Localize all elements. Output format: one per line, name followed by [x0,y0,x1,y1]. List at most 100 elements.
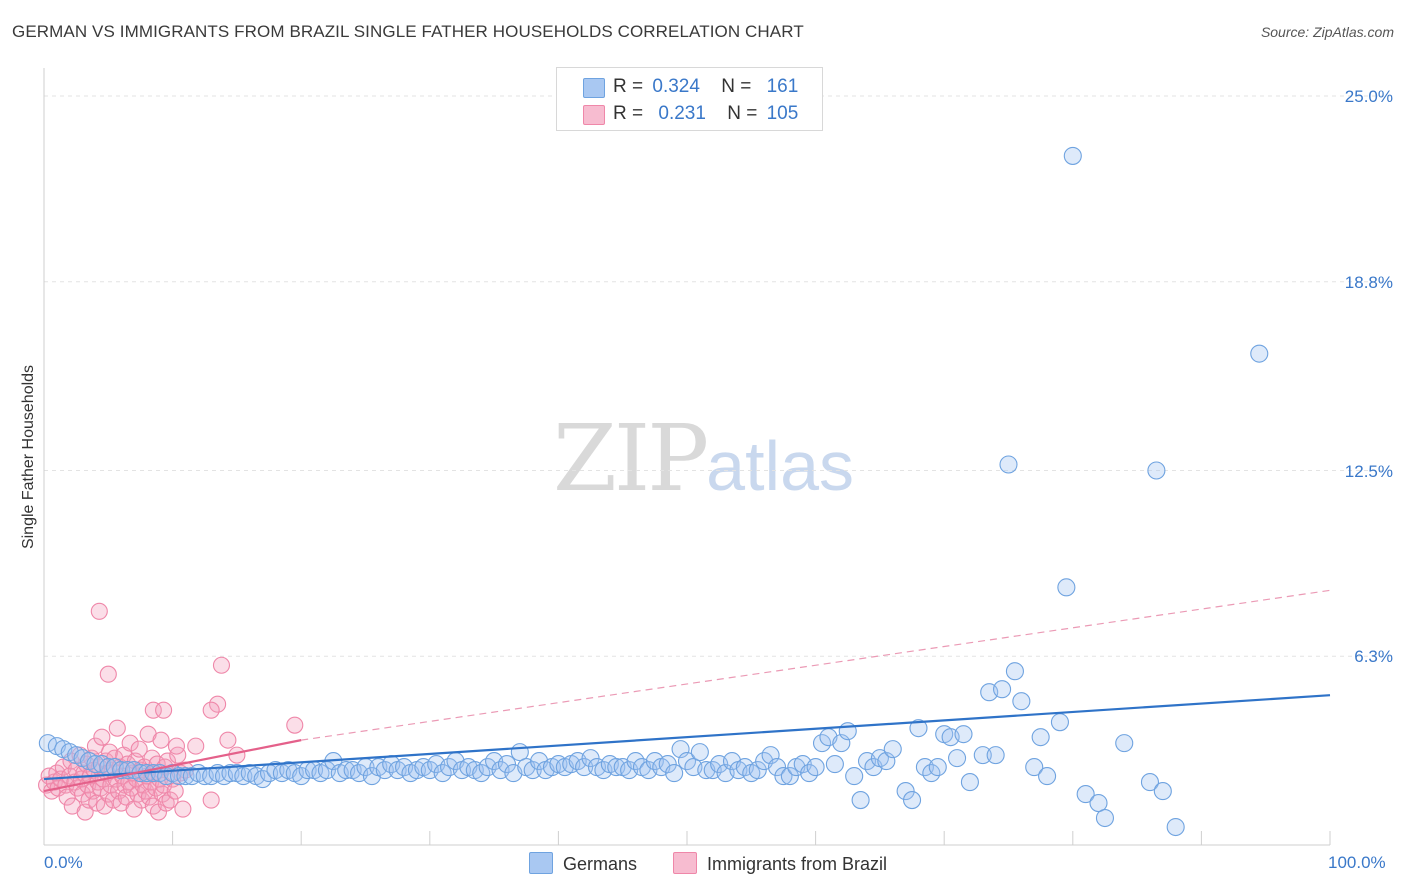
legend-n-value: 161 [766,76,799,97]
data-point-brazil [130,740,148,758]
data-point-germans [1140,773,1160,792]
legend-r-label: R = [613,103,644,124]
data-point-germans [658,755,677,774]
legend-r-value: 0.231 [658,103,706,124]
data-point-brazil [167,737,186,755]
data-point-brazil [219,731,237,749]
data-point-germans [774,767,793,786]
data-point-brazil [108,719,126,737]
trend-line-brazil-extrapolated [301,589,1331,741]
data-point-germans [1063,146,1082,165]
axes [43,68,1331,846]
data-point-germans [1147,461,1166,480]
legend-n-label: N = [721,76,752,97]
y-tick-label: 18.8% [1344,272,1393,292]
data-point-germans [986,746,1005,765]
y-tick-label: 6.3% [1354,647,1393,667]
data-point-germans [581,749,600,768]
legend-r-value: 0.324 [652,76,700,97]
data-point-brazil [93,728,111,746]
data-point-germans [690,743,709,762]
data-point-germans [825,755,844,774]
data-point-brazil [209,695,227,713]
data-point-germans [780,767,799,786]
data-point-brazil [286,716,304,734]
data-point-germans [169,767,189,786]
data-point-germans [960,773,979,792]
data-point-germans [1089,794,1108,813]
data-point-brazil [155,701,173,719]
source-label: Source: ZipAtlas.com [1260,24,1394,40]
data-point-germans [1115,734,1134,753]
data-point-germans [806,758,825,777]
legend: R = 0.324 N = 161 R = 0.231 N = 105 [556,67,823,131]
data-point-brazil [161,791,179,809]
data-point-germans [748,761,767,780]
data-point-brazil [144,701,162,719]
data-point-germans [497,755,517,774]
legend-n-label: N = [727,103,758,124]
data-point-brazil [174,800,192,818]
data-point-germans [1095,808,1114,828]
data-point-germans [1038,767,1057,786]
data-point-germans [767,758,787,777]
trend-line-brazil [43,739,302,793]
data-point-brazil [121,734,139,752]
data-point-brazil [74,785,92,803]
data-point-brazil [202,701,220,719]
data-point-germans [1025,758,1044,777]
bottom-legend-label-brazil: Immigrants from Brazil [707,854,888,874]
bottom-legend-swatch-germans [529,852,553,874]
data-point-germans [851,791,870,810]
data-point-brazil [99,665,117,683]
data-point-brazil [169,746,187,764]
data-point-germans [948,749,967,768]
series-germans-points [38,146,1269,837]
data-point-germans [845,767,864,786]
bottom-legend-germans[interactable]: Germans [529,852,637,875]
data-point-brazil [212,656,231,674]
data-point-germans [523,761,542,780]
data-point-germans [1050,713,1069,732]
data-point-brazil [90,602,108,620]
y-tick-label: 12.5% [1344,461,1393,481]
bottom-legend-brazil[interactable]: Immigrants from Brazil [673,852,887,875]
bottom-legend-label-germans: Germans [563,854,638,874]
data-point-brazil [86,737,104,755]
data-point-brazil [152,731,170,749]
grid-lines [44,95,1395,657]
legend-swatch-germans [583,78,605,98]
y-tick-label: 25.0% [1344,87,1393,106]
data-point-germans [665,764,684,783]
legend-n-value: 105 [766,103,799,124]
data-point-brazil [187,737,205,755]
data-point-germans [1153,782,1172,801]
data-point-brazil [166,782,184,800]
data-point-brazil [202,791,220,809]
data-point-germans [1031,728,1050,747]
bottom-legend-swatch-brazil [673,852,697,874]
x-tick-label-min: 0.0% [44,853,83,872]
data-point-germans [1057,578,1076,597]
trend-line-germans [43,694,1331,781]
data-point-germans [999,455,1018,474]
legend-swatch-brazil [583,105,605,125]
data-point-germans [954,725,973,744]
data-point-germans [1005,662,1024,681]
data-point-germans [575,758,594,777]
data-point-germans [896,782,915,801]
data-point-brazil [140,788,159,806]
data-point-germans [909,719,928,738]
data-point-germans [993,680,1012,699]
watermark-atlas: atlas [706,427,855,505]
data-point-germans [973,746,992,765]
data-point-germans [928,758,947,777]
watermark-zip: ZIP [553,405,709,512]
data-point-germans [902,791,922,810]
watermark: ZIPatlas [553,405,854,512]
data-point-germans [1076,785,1095,804]
legend-r-label: R = [613,76,644,97]
chart-title: GERMAN VS IMMIGRANTS FROM BRAZIL SINGLE … [12,22,804,41]
data-point-germans [883,740,902,759]
